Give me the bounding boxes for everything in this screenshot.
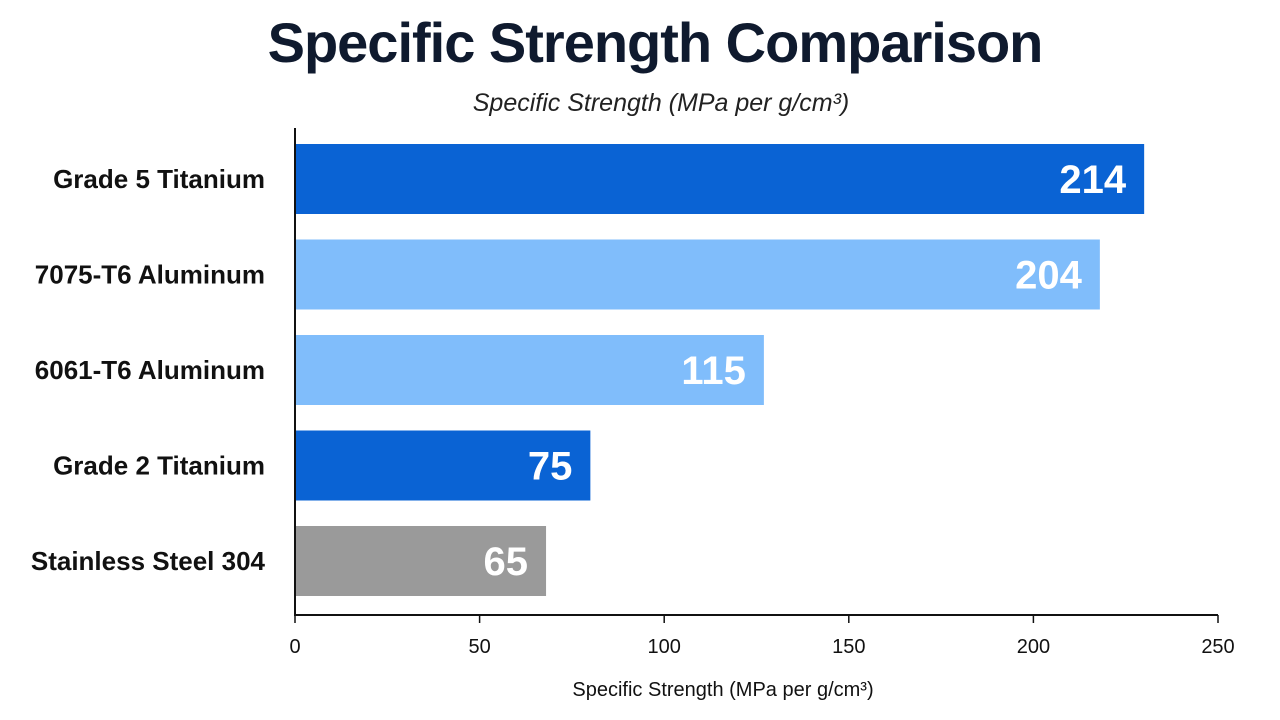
bar — [295, 526, 547, 596]
x-tick-label: 200 — [1017, 636, 1050, 658]
x-axis-title: Specific Strength (MPa per g/cm³) — [572, 679, 873, 701]
category-label: 6061-T6 Aluminum — [35, 355, 265, 385]
chart-subtitle: Specific Strength (MPa per g/cm³) — [472, 89, 850, 117]
data-label: 65 — [484, 540, 529, 584]
bar — [295, 239, 1100, 310]
bar — [295, 430, 591, 501]
data-label: 75 — [528, 445, 573, 489]
data-label: 115 — [681, 349, 746, 393]
bar — [295, 335, 764, 405]
x-tick-label: 100 — [648, 636, 681, 658]
category-label: Stainless Steel 304 — [31, 546, 266, 576]
x-tick-label: 50 — [468, 636, 490, 658]
data-label: 204 — [1015, 254, 1082, 298]
data-label: 214 — [1059, 158, 1126, 202]
x-tick-label: 150 — [832, 636, 865, 658]
x-tick-label: 250 — [1201, 636, 1234, 658]
bars-group: Grade 5 Titanium 214 7075-T6 Aluminum 204 60… — [31, 144, 1145, 596]
category-label: 7075-T6 Aluminum — [35, 260, 265, 290]
category-label: Grade 2 Titanium — [53, 451, 265, 481]
chart-title: Specific Strength Comparison — [267, 11, 1044, 74]
axes-group: 0 50 100 150 200 250 — [289, 128, 1235, 658]
bar — [295, 144, 1145, 214]
x-tick-label: 0 — [289, 636, 300, 658]
category-label: Grade 5 Titanium — [53, 164, 265, 194]
